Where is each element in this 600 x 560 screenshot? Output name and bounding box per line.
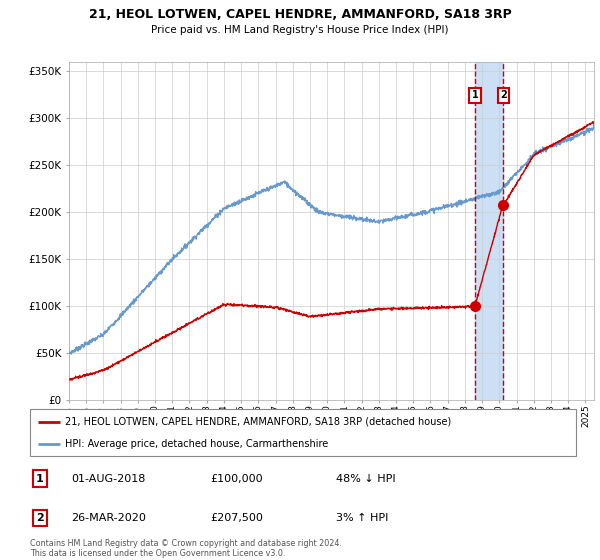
Text: 01-AUG-2018: 01-AUG-2018 bbox=[71, 474, 145, 483]
Text: 2: 2 bbox=[500, 91, 507, 100]
Text: £207,500: £207,500 bbox=[210, 513, 263, 522]
Text: Price paid vs. HM Land Registry's House Price Index (HPI): Price paid vs. HM Land Registry's House … bbox=[151, 25, 449, 35]
Text: 48% ↓ HPI: 48% ↓ HPI bbox=[336, 474, 395, 483]
Text: 21, HEOL LOTWEN, CAPEL HENDRE, AMMANFORD, SA18 3RP: 21, HEOL LOTWEN, CAPEL HENDRE, AMMANFORD… bbox=[89, 8, 511, 21]
Text: 26-MAR-2020: 26-MAR-2020 bbox=[71, 513, 146, 522]
Text: 1: 1 bbox=[36, 474, 44, 483]
Text: HPI: Average price, detached house, Carmarthenshire: HPI: Average price, detached house, Carm… bbox=[65, 438, 329, 449]
FancyBboxPatch shape bbox=[30, 409, 576, 456]
Text: 21, HEOL LOTWEN, CAPEL HENDRE, AMMANFORD, SA18 3RP (detached house): 21, HEOL LOTWEN, CAPEL HENDRE, AMMANFORD… bbox=[65, 417, 452, 427]
Text: 3% ↑ HPI: 3% ↑ HPI bbox=[336, 513, 388, 522]
Text: Contains HM Land Registry data © Crown copyright and database right 2024.
This d: Contains HM Land Registry data © Crown c… bbox=[30, 539, 342, 558]
Bar bbox=[475, 62, 503, 400]
Text: 2: 2 bbox=[36, 513, 44, 522]
Text: 1: 1 bbox=[472, 91, 478, 100]
Text: £100,000: £100,000 bbox=[210, 474, 263, 483]
